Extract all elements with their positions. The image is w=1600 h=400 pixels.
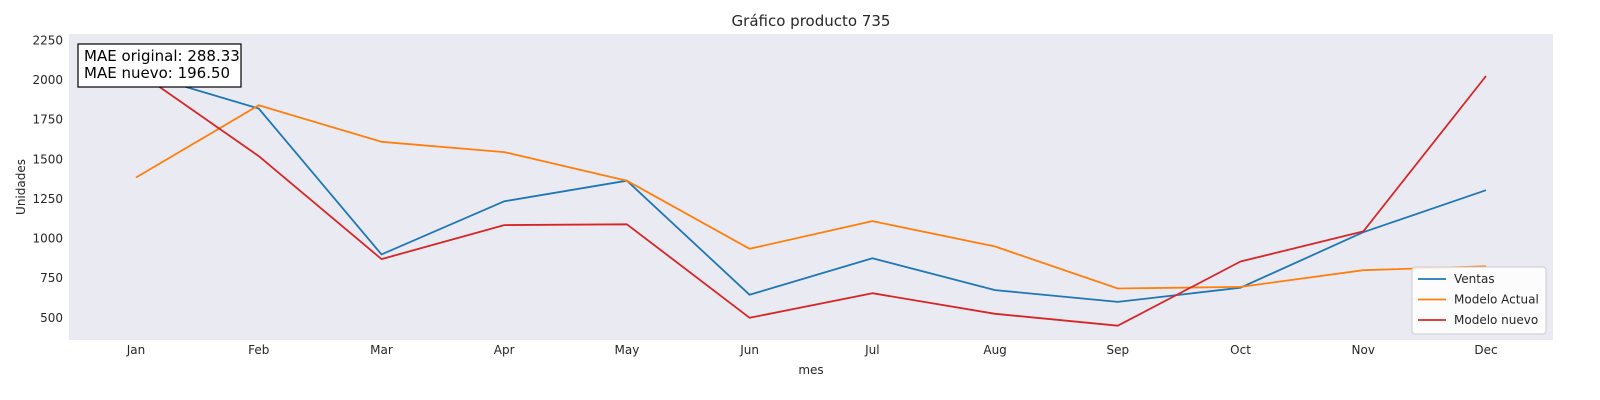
series-lines	[135, 69, 1487, 327]
annotation-frame	[77, 43, 242, 88]
x-tick-label: Mar	[370, 343, 393, 357]
legend-label-modelo-actual: Modelo Actual	[1454, 293, 1539, 307]
legend-label-modelo-nuevo: Modelo nuevo	[1454, 313, 1538, 327]
x-tick-label: May	[615, 343, 640, 357]
x-tick-label: Feb	[248, 343, 269, 357]
y-tick-label: 750	[40, 271, 63, 285]
legend-label-ventas: Ventas	[1454, 272, 1495, 286]
x-tick-label: Apr	[494, 343, 515, 357]
x-tick-label: Aug	[983, 343, 1006, 357]
y-tick-label: 2250	[32, 33, 63, 47]
x-tick-label: Oct	[1230, 343, 1251, 357]
y-tick-label: 500	[40, 311, 63, 325]
y-axis-label: Unidades	[14, 159, 28, 215]
legend-frame	[1411, 266, 1547, 335]
y-axis-ticks: 500 750 1000 1250 1500 1750 2000 2250	[32, 33, 63, 324]
x-tick-label: Jul	[864, 343, 879, 357]
annotation-line-1: MAE original: 288.33	[84, 47, 240, 65]
annotation-line-2: MAE nuevo: 196.50	[84, 64, 230, 82]
chart-title: Gráfico producto 735	[732, 12, 891, 30]
x-tick-label: Jun	[739, 343, 759, 357]
mae-annotation-box: MAE original: 288.33 MAE nuevo: 196.50	[77, 43, 242, 88]
legend: Ventas Modelo Actual Modelo nuevo	[1411, 266, 1547, 335]
x-tick-label: Sep	[1107, 343, 1130, 357]
series-line-modelo-nuevo	[135, 69, 1487, 327]
y-tick-label: 1750	[32, 113, 63, 127]
x-tick-label: Jan	[126, 343, 146, 357]
plot-area	[69, 34, 1553, 340]
y-tick-label: 2000	[32, 73, 63, 87]
y-tick-label: 1000	[32, 232, 63, 246]
x-tick-label: Nov	[1352, 343, 1375, 357]
series-line-ventas	[135, 71, 1487, 303]
series-line-modelo-actual	[135, 104, 1487, 290]
x-tick-label: Dec	[1474, 343, 1497, 357]
x-axis-ticks: Jan Feb Mar Apr May Jun Jul Aug Sep Oct Nov Dec	[126, 343, 1498, 357]
y-tick-label: 1500	[32, 152, 63, 166]
y-tick-label: 1250	[32, 192, 63, 206]
x-axis-label: mes	[798, 363, 823, 377]
